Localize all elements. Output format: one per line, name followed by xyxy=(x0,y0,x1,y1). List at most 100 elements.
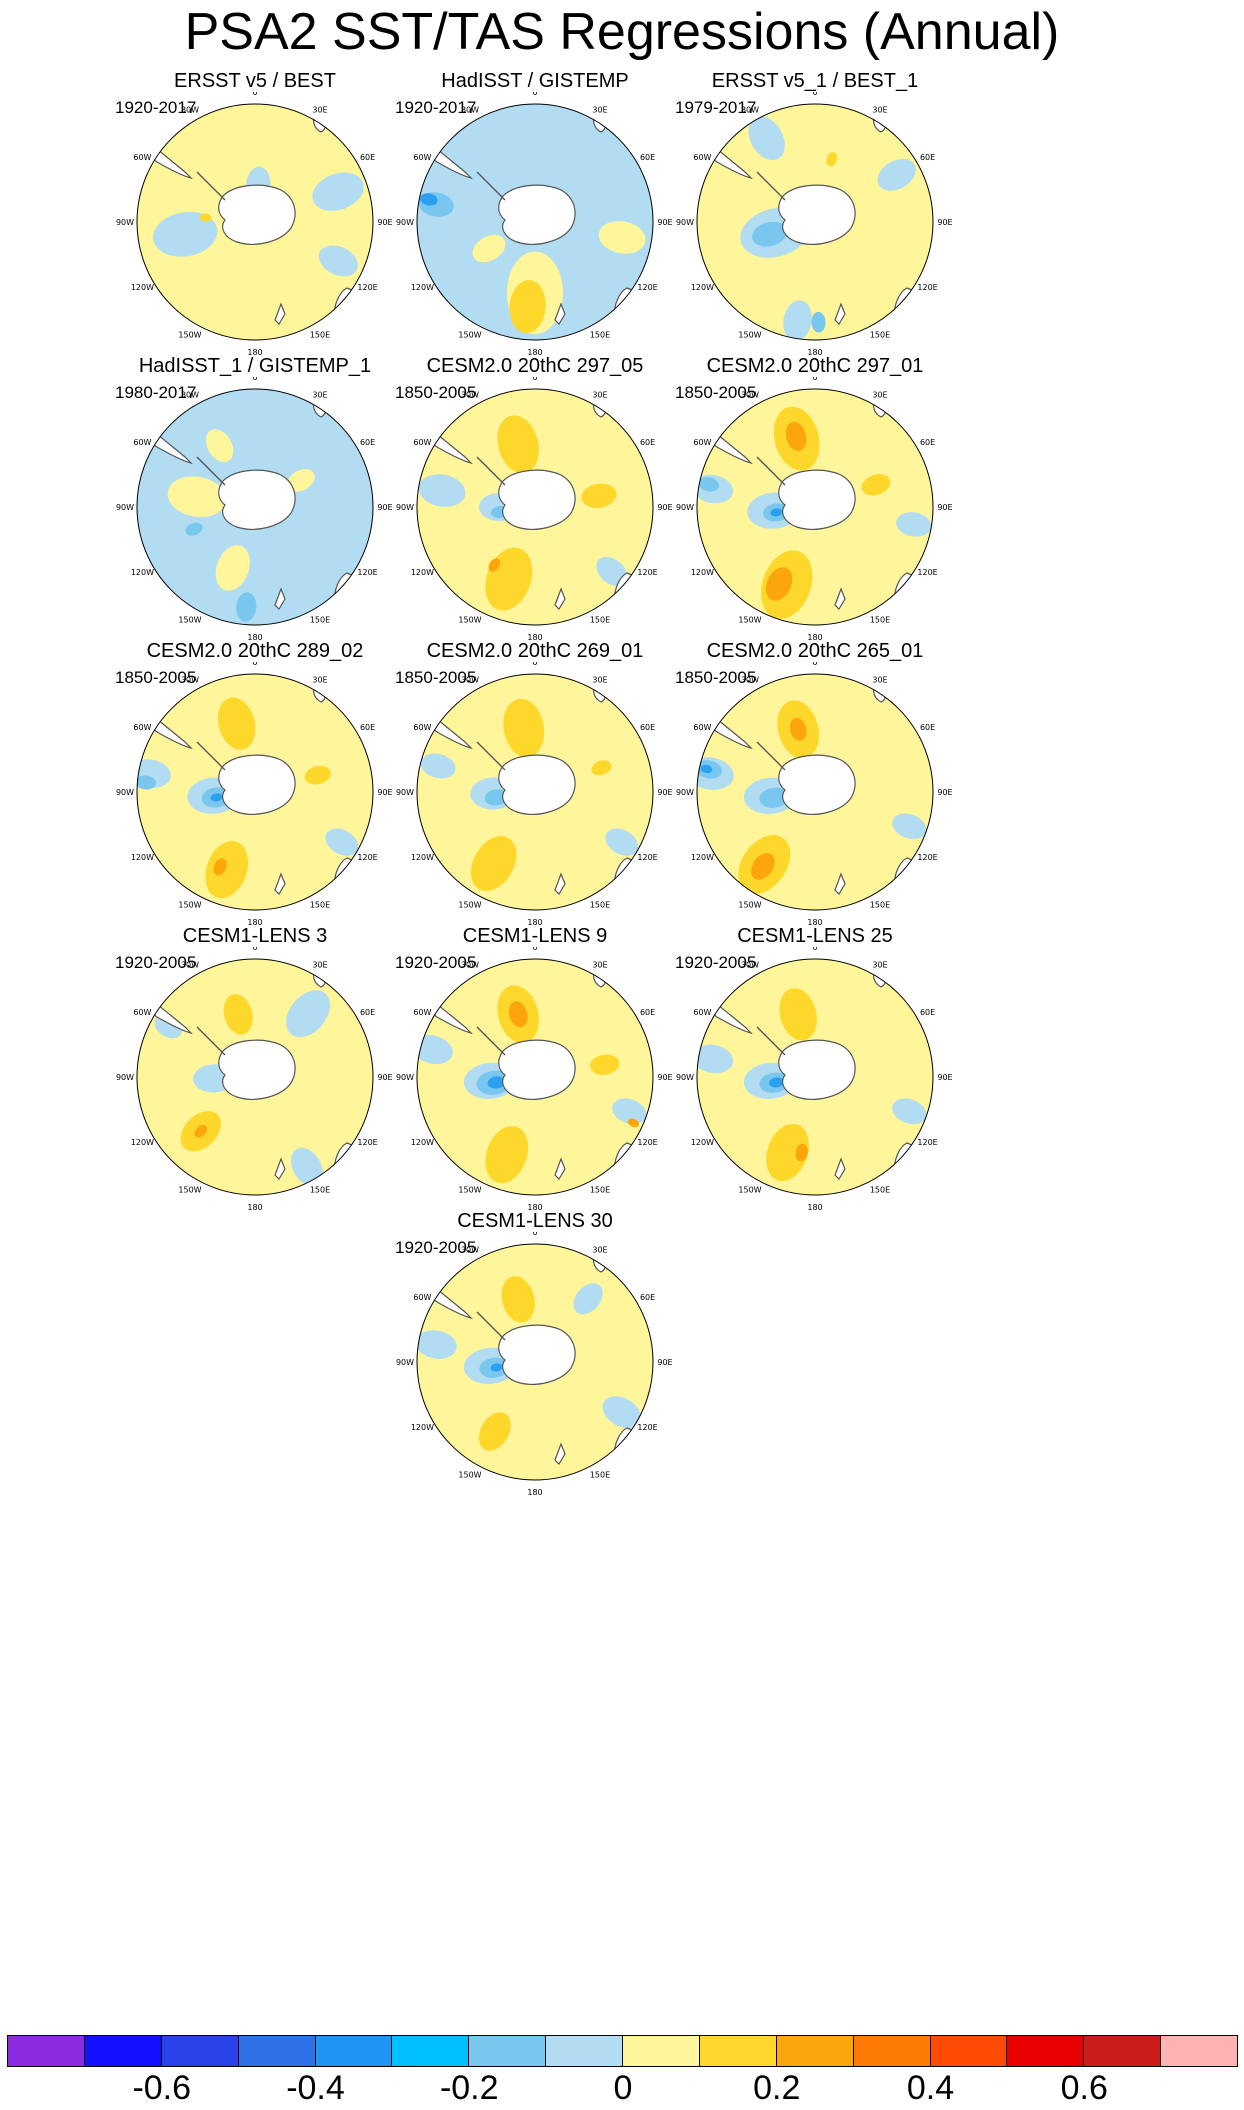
map-boundary xyxy=(416,1243,654,1481)
longitude-label: 0 xyxy=(812,377,817,382)
longitude-label: 30E xyxy=(592,675,607,684)
map-panel: CESM1-LENS 9 0 30E 60E 90E 120E 150E 180 150W 120… xyxy=(365,925,705,1295)
anomaly-region xyxy=(488,558,501,572)
antarctic-peninsula xyxy=(196,456,226,486)
anomaly-region xyxy=(598,221,646,254)
longitude-label: 60E xyxy=(640,438,655,447)
longitude-label: 150W xyxy=(178,616,201,625)
longitude-label: 30E xyxy=(592,1245,607,1254)
anomaly-region xyxy=(325,828,359,856)
map-boundary xyxy=(696,103,934,341)
anomaly-region xyxy=(605,828,639,856)
panel-title: ERSST v5_1 / BEST_1 xyxy=(711,70,919,92)
colorbar-boxes xyxy=(7,2035,1238,2067)
longitude-label: 90W xyxy=(116,1073,134,1082)
longitude-label: 60E xyxy=(920,1008,935,1017)
polar-map: 0 30E 60E 90E 120E 150E 180 150W 120W 90W 60W 30W xyxy=(116,947,393,1212)
longitude-label: 60E xyxy=(920,723,935,732)
colorbar-swatch xyxy=(775,2035,854,2067)
longitude-label: 120W xyxy=(131,568,154,577)
longitude-label: 180 xyxy=(807,348,822,357)
panel-title: CESM1-LENS 25 xyxy=(737,925,893,947)
longitude-label: 30W xyxy=(461,105,479,114)
longitude-label: 120E xyxy=(637,283,657,292)
anomaly-region xyxy=(420,193,438,206)
polar-map: 0 30E 60E 90E 120E 150E 180 150W 120W 90W 60W 30W xyxy=(396,662,673,927)
longitude-label: 30E xyxy=(872,390,887,399)
longitude-label: 30W xyxy=(741,675,759,684)
map-panel: CESM2.0 20thC 297_05 0 30E 60E 90E 120E 150E 18… xyxy=(365,355,705,725)
anomaly-region xyxy=(318,245,359,277)
anomaly-region xyxy=(194,1124,208,1138)
antarctica-landmass xyxy=(218,184,296,245)
anomaly-region xyxy=(779,988,817,1041)
map-boundary xyxy=(136,673,374,911)
longitude-label: 120E xyxy=(637,568,657,577)
anomaly-region xyxy=(789,717,807,741)
longitude-label: 0 xyxy=(252,92,257,97)
map-panel: CESM2.0 20thC 289_02 0 30E 60E 90E 120E 150E 18… xyxy=(85,640,425,1010)
longitude-label: 0 xyxy=(532,662,537,667)
map-boundary xyxy=(136,103,374,341)
anomaly-region xyxy=(215,545,250,591)
antarctica-landmass xyxy=(498,1324,576,1385)
longitude-label: 60E xyxy=(640,1293,655,1302)
anomaly-region xyxy=(501,1276,535,1323)
anomaly-region xyxy=(304,765,331,785)
longitude-label: 180 xyxy=(527,633,542,642)
panel-title: CESM2.0 20thC 269_01 xyxy=(426,640,644,662)
colorbar-swatch xyxy=(545,2035,623,2067)
polar-map: 0 30E 60E 90E 120E 150E 180 150W 120W 90W 60W 30W xyxy=(676,92,953,357)
anomaly-region xyxy=(503,698,545,758)
longitude-label: 30W xyxy=(461,675,479,684)
anomaly-region xyxy=(472,234,506,263)
longitude-label: 120W xyxy=(411,283,434,292)
new-zealand-landmass xyxy=(554,1157,566,1180)
antarctic-peninsula xyxy=(756,456,786,486)
antarctic-peninsula xyxy=(476,171,506,201)
longitude-label: 150E xyxy=(310,331,330,340)
longitude-label: 90W xyxy=(396,788,414,797)
longitude-label: 120W xyxy=(411,853,434,862)
longitude-label: 90E xyxy=(377,218,392,227)
antarctic-peninsula xyxy=(476,1311,506,1341)
new-zealand-landmass xyxy=(554,1442,566,1465)
longitude-label: 90W xyxy=(116,503,134,512)
anomaly-region xyxy=(418,474,466,507)
antarctica-landmass xyxy=(778,184,856,245)
longitude-label: 60W xyxy=(413,1008,431,1017)
longitude-label: 150E xyxy=(590,331,610,340)
anomaly-region xyxy=(877,158,916,191)
longitude-label: 90E xyxy=(657,218,672,227)
anomaly-region xyxy=(485,1126,529,1184)
longitude-label: 90W xyxy=(116,218,134,227)
longitude-label: 30W xyxy=(741,105,759,114)
longitude-label: 150W xyxy=(458,616,481,625)
anomaly-region xyxy=(769,1077,784,1088)
longitude-label: 60W xyxy=(413,438,431,447)
anomaly-region xyxy=(137,775,156,790)
longitude-label: 150E xyxy=(590,616,610,625)
anomaly-region xyxy=(811,311,826,333)
colorbar-swatch xyxy=(7,2035,85,2067)
map-panel: ERSST v5 / BEST 0 30E 60E 90E 120E 150E 180 150W… xyxy=(85,70,425,440)
longitude-label: 90W xyxy=(676,503,694,512)
new-zealand-landmass xyxy=(554,302,566,325)
colorbar-tick-label: 0.6 xyxy=(1060,2069,1108,2107)
longitude-label: 60W xyxy=(693,1008,711,1017)
longitude-label: 60E xyxy=(360,1008,375,1017)
antarctic-peninsula xyxy=(476,741,506,771)
longitude-label: 60W xyxy=(133,723,151,732)
longitude-label: 60W xyxy=(693,723,711,732)
colorbar-swatch xyxy=(314,2035,393,2067)
antarctic-peninsula xyxy=(756,171,786,201)
anomaly-region xyxy=(509,280,546,334)
anomaly-region xyxy=(861,474,891,496)
longitude-label: 120E xyxy=(637,853,657,862)
longitude-label: 60W xyxy=(413,153,431,162)
longitude-label: 180 xyxy=(527,348,542,357)
longitude-label: 0 xyxy=(532,377,537,382)
anomaly-region xyxy=(612,1098,647,1125)
map-boundary xyxy=(696,673,934,911)
anomaly-region xyxy=(785,421,807,451)
